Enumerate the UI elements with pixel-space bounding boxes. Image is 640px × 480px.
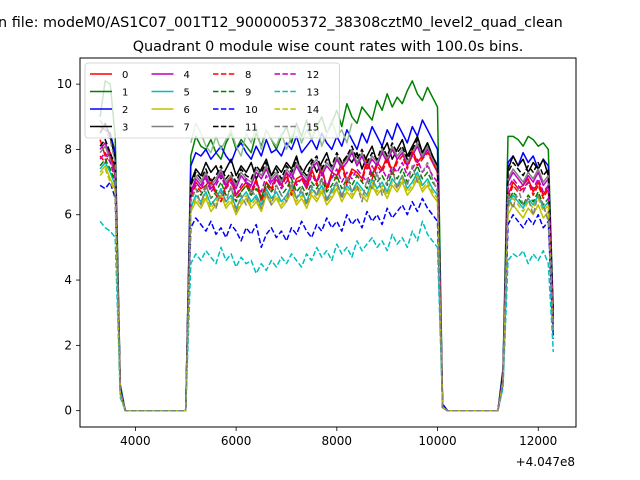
y-tick-label: 2	[64, 338, 72, 352]
x-tick-label: 8000	[322, 434, 353, 448]
legend-label: 8	[245, 70, 251, 81]
chart-title: Quadrant 0 module wise count rates with …	[133, 39, 524, 55]
legend-label: 15	[307, 123, 320, 134]
y-tick-label: 8	[64, 142, 72, 156]
legend-label: 10	[245, 105, 258, 116]
legend-label: 3	[122, 123, 128, 134]
legend-label: 5	[184, 88, 190, 99]
legend-label: 1	[122, 88, 128, 99]
legend-label: 6	[184, 105, 190, 116]
legend-label: 11	[245, 123, 258, 134]
x-tick-label: 4000	[120, 434, 151, 448]
legend-label: 13	[307, 88, 320, 99]
legend-frame	[84, 62, 340, 139]
y-tick-label: 10	[57, 77, 72, 91]
series-line-15	[99, 119, 555, 412]
legend-label: 9	[245, 88, 251, 99]
x-tick-label: 10000	[418, 434, 456, 448]
legend-label: 4	[184, 70, 190, 81]
y-axis: 0 2 4 6 8 10	[57, 77, 80, 418]
y-tick-label: 6	[64, 208, 72, 222]
plot-frame	[79, 57, 577, 428]
y-tick-label: 4	[64, 273, 72, 287]
legend-label: 12	[307, 70, 320, 81]
x-tick-label: 12000	[519, 434, 557, 448]
plot-lines	[99, 80, 555, 412]
legend-label: 2	[122, 105, 128, 116]
figure-suptitle: n file: modeM0/AS1C07_001T12_9000005372_…	[0, 15, 563, 31]
y-tick-label: 0	[64, 404, 72, 418]
legend-label: 7	[184, 123, 190, 134]
x-tick-label: 6000	[221, 434, 252, 448]
legend-label: 14	[307, 105, 320, 116]
legend-label: 0	[122, 70, 128, 81]
x-offset-label: +4.047e8	[516, 455, 575, 469]
x-axis: 4000 6000 8000 10000 12000	[120, 427, 557, 448]
